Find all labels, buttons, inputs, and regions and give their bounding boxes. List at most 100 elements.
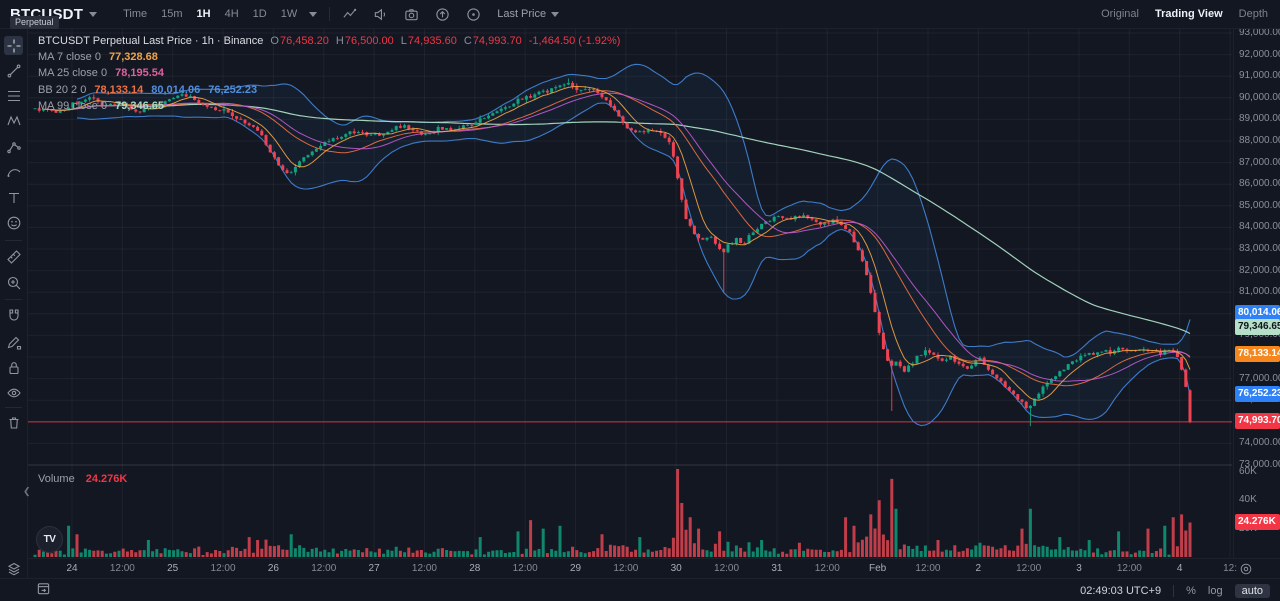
interval-time[interactable]: Time bbox=[123, 8, 148, 20]
toolbar-divider bbox=[5, 240, 22, 241]
alert-icon[interactable] bbox=[373, 7, 388, 22]
log-scale-button[interactable]: log bbox=[1207, 584, 1223, 597]
price-axis-label: 87,000.00 bbox=[1239, 156, 1280, 168]
axis-settings-icon[interactable] bbox=[1239, 562, 1253, 581]
ohlc-value: 76,500.00 bbox=[344, 35, 394, 48]
text-icon[interactable] bbox=[4, 188, 23, 207]
time-axis-label: 26 bbox=[267, 563, 279, 574]
time-axis-label: 4 bbox=[1176, 563, 1183, 574]
indicators-icon[interactable] bbox=[342, 7, 357, 22]
time-axis-label: 30 bbox=[670, 563, 682, 574]
hide-all-icon[interactable] bbox=[4, 383, 23, 402]
ohlc-key: H bbox=[335, 35, 344, 48]
auto-scale-button[interactable]: auto bbox=[1234, 583, 1270, 598]
indicator-legend-row[interactable]: BB 20 2 0 78,133.14 80,014.06 76,252.23 bbox=[38, 82, 620, 98]
time-axis-label: 28 bbox=[469, 563, 481, 574]
interval-15m[interactable]: 15m bbox=[161, 8, 183, 20]
symbol-dropdown-caret[interactable] bbox=[89, 11, 98, 17]
brush-icon[interactable] bbox=[4, 162, 23, 181]
price-axis-label: 88,000.00 bbox=[1239, 135, 1280, 146]
price-axis-label: 84,000.00 bbox=[1239, 221, 1280, 233]
object-tree-icon[interactable] bbox=[4, 559, 23, 578]
go-to-date-icon[interactable] bbox=[36, 581, 51, 601]
ohlc-key: C bbox=[463, 35, 472, 48]
price-type-select[interactable]: Last Price bbox=[497, 8, 560, 20]
price-axis-label: 90,000.00 bbox=[1239, 91, 1280, 103]
drawing-mode-lock-icon[interactable] bbox=[4, 332, 23, 351]
bb-upper-line bbox=[76, 63, 1191, 358]
volume-legend-row[interactable]: Volume 24.276K bbox=[38, 473, 135, 485]
fib-retracement-icon[interactable] bbox=[4, 86, 23, 105]
lock-all-icon[interactable] bbox=[4, 358, 23, 377]
time-axis-label: 12:00 bbox=[714, 563, 740, 574]
price-axis-label: 74,000.00 bbox=[1239, 437, 1280, 449]
bottom-bar: 02:49:03 UTC+9 % log auto bbox=[0, 578, 1280, 601]
interval-more-caret[interactable] bbox=[309, 11, 318, 17]
toolbar-divider bbox=[329, 7, 331, 21]
time-axis-label: 12:00 bbox=[109, 563, 135, 574]
time-axis-label: 12:00 bbox=[1016, 563, 1042, 574]
time-axis-label: 12:00 bbox=[411, 563, 437, 574]
collapse-toolbar-handle[interactable]: ❮ bbox=[23, 486, 31, 496]
price-axis-label: 92,000.00 bbox=[1239, 48, 1280, 60]
crosshair-icon[interactable] bbox=[4, 36, 23, 55]
tradingview-logo[interactable]: TV bbox=[36, 526, 63, 553]
price-axis[interactable]: 93,000.00 92,000.00 91,000.00 90,000.00 89,0… bbox=[1233, 27, 1280, 558]
tab-depth[interactable]: Depth bbox=[1238, 8, 1268, 20]
emoji-icon[interactable] bbox=[4, 213, 23, 232]
remove-all-icon[interactable] bbox=[4, 413, 23, 432]
price-axis-label: 81,000.00 bbox=[1239, 286, 1280, 298]
ohlc-value: 74,935.60 bbox=[407, 35, 457, 48]
indicator-label: MA 7 close 0 bbox=[38, 51, 101, 64]
xabcd-pattern-icon[interactable] bbox=[4, 111, 23, 130]
time-axis-label: 12:00 bbox=[210, 563, 236, 574]
change-value: -1,464.50 (-1.92%) bbox=[528, 35, 621, 48]
indicator-value: 78,133.14 bbox=[94, 83, 144, 96]
price-axis-label: 86,000.00 bbox=[1239, 178, 1280, 190]
indicator-legend-row[interactable]: MA 25 close 0 78,195.54 bbox=[38, 65, 620, 81]
interval-1w[interactable]: 1W bbox=[280, 8, 298, 20]
indicator-value: 76,252.23 bbox=[208, 83, 258, 96]
record-icon[interactable] bbox=[466, 7, 481, 22]
publish-icon[interactable] bbox=[435, 7, 450, 22]
ohlc-legend-row[interactable]: BTCUSDT Perpetual Last Price · 1h · Bina… bbox=[38, 33, 620, 49]
time-axis[interactable]: 24 12:00 25 12:00 26 12:00 27 12:00 28 12:00 29 12:… bbox=[27, 558, 1280, 579]
contract-type-badge: Perpetual bbox=[10, 16, 59, 29]
interval-4h[interactable]: 4H bbox=[224, 8, 239, 20]
legend-title: BTCUSDT Perpetual Last Price · 1h · Bina… bbox=[38, 35, 264, 48]
time-axis-label: 12: bbox=[1223, 563, 1237, 574]
ruler-icon[interactable] bbox=[4, 247, 23, 266]
zoom-in-icon[interactable] bbox=[4, 273, 23, 292]
tab-original[interactable]: Original bbox=[1101, 8, 1139, 20]
screenshot-icon[interactable] bbox=[404, 7, 419, 22]
price-axis-label: 85,000.00 bbox=[1239, 199, 1280, 211]
forecast-icon[interactable] bbox=[4, 137, 23, 156]
indicator-label: MA 99 close 0 bbox=[38, 99, 108, 112]
volume-bars-up bbox=[33, 508, 1171, 557]
time-axis-label: 12:00 bbox=[512, 563, 538, 574]
magnet-icon[interactable] bbox=[4, 306, 23, 325]
ma99-line bbox=[51, 103, 1191, 335]
indicator-legend-row[interactable]: MA 99 close 0 79,346.65 bbox=[38, 98, 620, 114]
indicator-value: 78,195.54 bbox=[115, 67, 165, 80]
interval-1d[interactable]: 1D bbox=[252, 8, 267, 20]
price-tag: 74,993.70 bbox=[1235, 413, 1280, 430]
tab-trading-view[interactable]: Trading View bbox=[1154, 8, 1223, 20]
time-axis-label: 31 bbox=[771, 563, 783, 574]
price-axis-label: 93,000.00 bbox=[1239, 27, 1280, 38]
toolbar-icons bbox=[342, 7, 481, 22]
toolbar-divider bbox=[5, 299, 22, 300]
clock-utc[interactable]: 02:49:03 UTC+9 bbox=[1080, 584, 1162, 597]
interval-1h[interactable]: 1H bbox=[196, 8, 211, 20]
volume-bars-down bbox=[37, 469, 1192, 557]
drawing-toolbar bbox=[0, 28, 28, 578]
trend-line-icon[interactable] bbox=[4, 61, 23, 80]
time-axis-label: Feb bbox=[868, 563, 887, 574]
interval-group: Time 15m 1H 4H 1D 1W bbox=[123, 8, 297, 20]
ohlc-value: 76,458.20 bbox=[279, 35, 329, 48]
indicator-label: MA 25 close 0 bbox=[38, 67, 108, 80]
indicator-legend-row[interactable]: MA 7 close 0 77,328.68 bbox=[38, 49, 620, 65]
percent-scale-button[interactable]: % bbox=[1186, 584, 1196, 597]
